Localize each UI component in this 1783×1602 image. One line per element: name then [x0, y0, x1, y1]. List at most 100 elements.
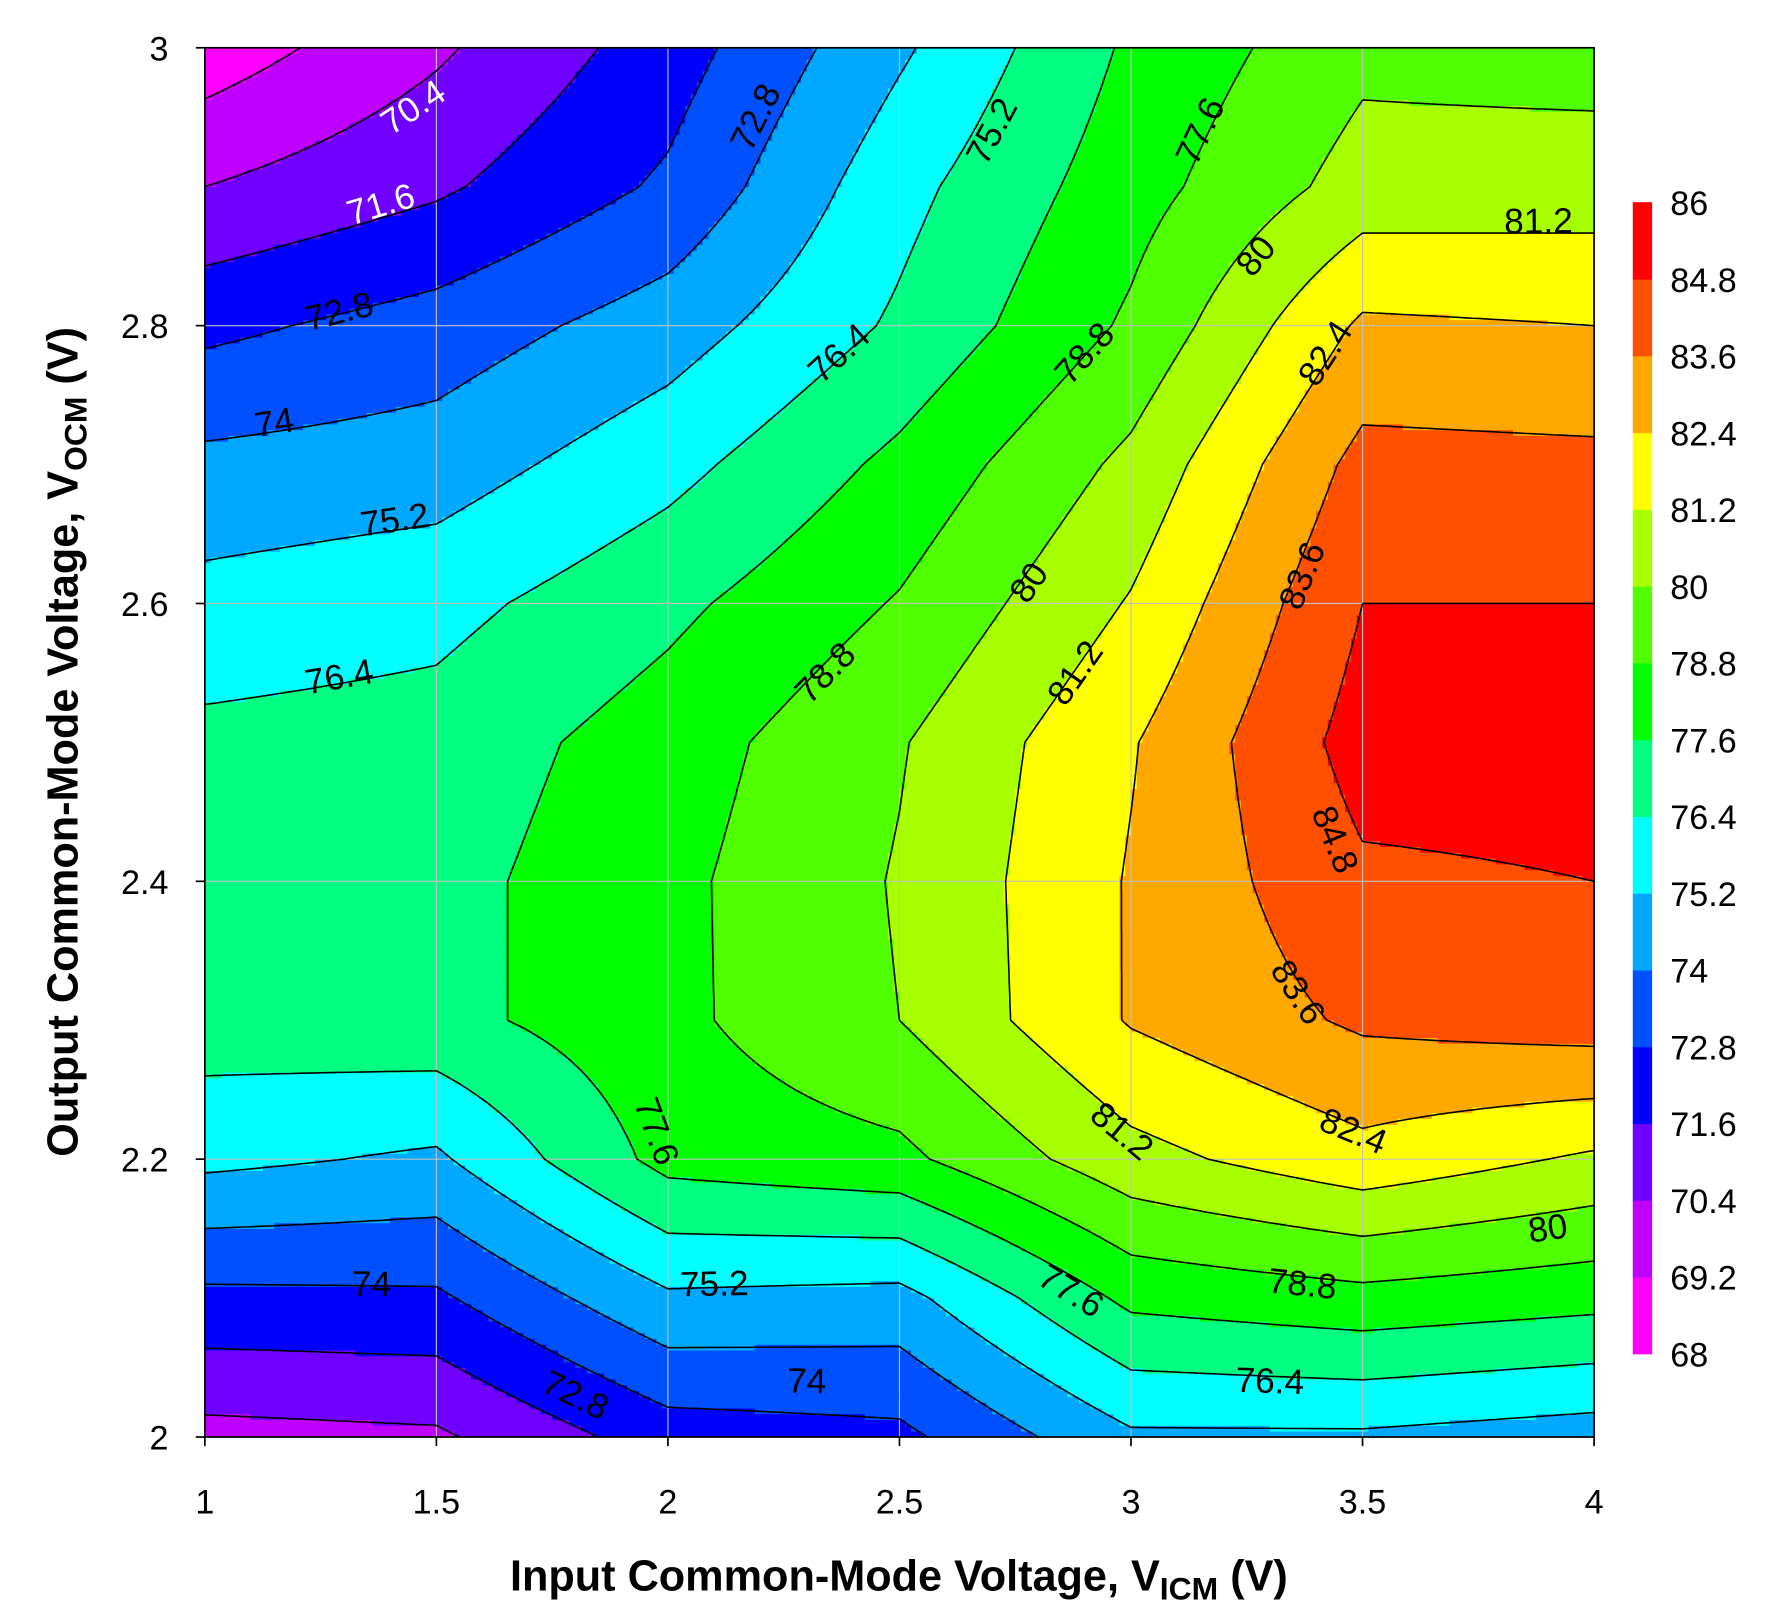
contour-band: [1055, 383, 1161, 390]
contour-band: [905, 747, 1022, 755]
contour-band: [1142, 556, 1225, 564]
contour-band: [204, 174, 235, 182]
contour-band: [204, 1344, 547, 1351]
contour-band: [974, 1396, 1080, 1403]
contour-band: [986, 99, 1097, 107]
x-tick-label: 2: [658, 1483, 677, 1521]
contour-band: [204, 87, 223, 95]
contour-band: [529, 823, 727, 830]
contour-band: [1327, 261, 1595, 269]
contour-band: [1026, 255, 1144, 263]
contour-band: [505, 1002, 715, 1010]
contour-band: [204, 1141, 536, 1148]
contour-band: [1240, 64, 1595, 72]
contour-band: [204, 516, 443, 523]
contour-band: [1229, 747, 1329, 755]
contour-band: [204, 1216, 391, 1224]
contour-band: [1171, 1141, 1595, 1148]
contour-band: [1102, 87, 1230, 95]
contour-band: [1223, 1158, 1531, 1166]
contour-band: [887, 909, 1011, 917]
contour-band: [511, 863, 715, 871]
contour-band: [1200, 435, 1277, 442]
contour-band: [1240, 70, 1595, 78]
contour-band: [1333, 1112, 1433, 1119]
contour-band: [615, 1199, 924, 1206]
contour-band: [980, 1176, 1097, 1183]
contour-band: [1350, 655, 1595, 662]
contour-band: [581, 556, 767, 564]
contour-band: [1119, 886, 1254, 894]
contour-band: [997, 319, 1115, 326]
contour-band: [1269, 446, 1346, 454]
contour-band: [204, 730, 571, 737]
contour-band: [204, 348, 518, 355]
contour-band: [505, 886, 715, 894]
contour-band: [280, 325, 559, 332]
contour-band: [204, 278, 455, 286]
contour-band: [667, 643, 843, 651]
contour-band: [1102, 1100, 1306, 1108]
contour-band: [662, 649, 837, 656]
contour-band: [274, 1222, 449, 1229]
contour-band: [893, 591, 1011, 599]
contour-band: [1183, 655, 1265, 662]
contour-band: [1021, 765, 1138, 772]
contour-band: [604, 302, 762, 309]
contour-band: [1275, 441, 1352, 448]
contour-band: [806, 678, 953, 685]
contour-band: [830, 365, 958, 373]
contour-band: [280, 545, 600, 552]
contour-band: [893, 956, 1011, 963]
contour-band: [1252, 1216, 1497, 1224]
contour-band: [928, 209, 1051, 216]
contour-band: [1183, 180, 1312, 188]
contour-band: [772, 1181, 993, 1189]
contour-band: [737, 788, 901, 795]
contour-band: [992, 620, 1109, 627]
contour-band: [1275, 626, 1358, 633]
contour-band: [557, 742, 750, 749]
contour-band: [610, 1100, 825, 1108]
contour-band: [1345, 1118, 1398, 1125]
contour-band: [1246, 834, 1364, 842]
contour-band: [1513, 429, 1595, 436]
contour-band: [644, 1274, 982, 1282]
contour-band: [204, 423, 304, 431]
contour-band: [598, 1309, 947, 1316]
contour-band: [546, 776, 738, 784]
contour-band: [691, 1176, 982, 1183]
contour-band: [1165, 209, 1277, 216]
contour-band: [1142, 1367, 1497, 1374]
contour-band: [731, 325, 872, 332]
contour-band: [633, 1141, 912, 1148]
colorbar-label: 81.2: [1670, 492, 1736, 530]
contour-band: [488, 261, 681, 269]
contour-band: [204, 76, 246, 83]
contour-band: [858, 1234, 999, 1241]
contour-band: [980, 1332, 1074, 1339]
contour-band: [1536, 1413, 1595, 1420]
contour-band: [546, 1280, 657, 1287]
contour-band: [899, 76, 999, 83]
contour-band: [1021, 771, 1138, 778]
contour-band: [841, 354, 970, 361]
contour-band: [916, 238, 1034, 245]
contour-band: [1403, 423, 1595, 431]
contour-band: [714, 863, 889, 871]
contour-band: [627, 1384, 958, 1392]
contour-band: [598, 423, 762, 431]
contour-band: [725, 817, 901, 824]
contour-band: [1003, 892, 1120, 900]
contour-band: [650, 516, 808, 523]
contour-band: [1316, 273, 1595, 280]
contour-band: [714, 933, 889, 940]
contour-band: [459, 643, 669, 651]
contour-band: [1183, 649, 1265, 656]
contour-band: [1003, 70, 1109, 78]
contour-band: [1113, 446, 1196, 454]
contour-band: [204, 695, 246, 703]
contour-band: [1119, 956, 1288, 963]
contour-band: [789, 261, 906, 269]
contour-band: [1339, 250, 1595, 257]
